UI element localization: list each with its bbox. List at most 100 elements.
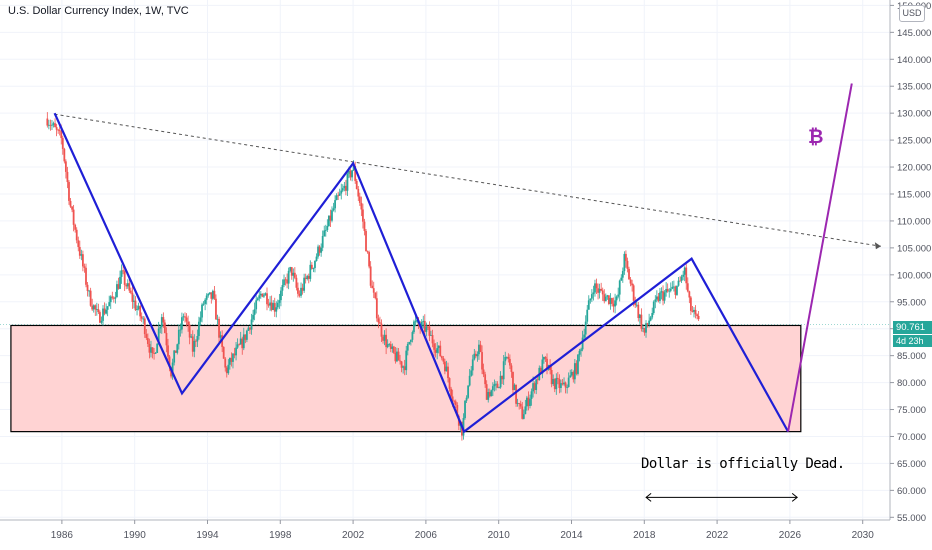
candle-body — [473, 353, 476, 360]
candle-body — [245, 330, 248, 340]
candle-body — [448, 378, 451, 389]
candle-body — [355, 180, 358, 190]
candle-body — [157, 328, 160, 344]
candle-body — [340, 190, 343, 194]
candle-body — [335, 195, 338, 201]
candle-body — [211, 290, 214, 299]
candle-body — [309, 264, 312, 279]
candle-body — [306, 275, 309, 280]
candle-body — [323, 230, 326, 237]
time-tick-label: 2026 — [779, 530, 802, 541]
candle-body — [592, 292, 595, 295]
candle-body — [360, 202, 363, 210]
candle-body — [369, 266, 372, 286]
candle-body — [49, 124, 52, 126]
candle-body — [660, 291, 663, 293]
candle-body — [501, 375, 504, 380]
candle-body — [371, 285, 374, 289]
candle-body — [482, 369, 485, 375]
candle-body — [57, 129, 60, 131]
candle-body — [666, 288, 669, 292]
candle-body — [431, 335, 434, 344]
candle-body — [290, 267, 293, 276]
candle-body — [379, 322, 381, 324]
candle-body — [507, 356, 510, 359]
candle-body — [570, 371, 573, 376]
candle-body — [128, 283, 131, 291]
last-price-label: 90.761 — [893, 321, 932, 334]
candle-body — [159, 326, 162, 329]
candle-body — [329, 215, 332, 221]
candle-body — [139, 306, 142, 317]
candle-body — [114, 297, 117, 299]
candle-body — [615, 296, 618, 301]
candle-body — [669, 288, 672, 291]
candle-body — [140, 316, 143, 319]
candle-body — [304, 277, 307, 280]
candle-body — [99, 312, 101, 323]
candle-body — [519, 403, 522, 407]
candle-body — [688, 291, 691, 298]
candle-body — [564, 382, 567, 388]
price-candles — [46, 112, 700, 441]
candle-body — [430, 335, 432, 336]
candle-body — [691, 310, 694, 312]
candle-body — [357, 189, 360, 197]
candle-body — [676, 285, 678, 295]
price-tick-label: 120.000 — [897, 163, 931, 174]
candle-body — [405, 350, 408, 371]
candle-body — [391, 346, 394, 349]
candle-body — [444, 361, 446, 372]
time-tick-label: 2006 — [415, 530, 438, 541]
candle-body — [142, 318, 145, 320]
candle-body — [521, 406, 524, 419]
candle-body — [235, 347, 237, 356]
trendline-arrowhead — [874, 242, 881, 250]
candle-body — [462, 418, 465, 436]
price-scale: 55.000 60.000 65.000 70.000 75.000 80.000 85.0… — [890, 1, 931, 524]
candle-body — [693, 309, 695, 312]
candle-body — [420, 321, 423, 328]
candle-body — [454, 401, 457, 405]
candle-body — [61, 138, 64, 149]
candle-body — [247, 327, 250, 331]
candle-body — [86, 284, 89, 291]
time-scale: 1986 1990 1994 1998 2002 2006 2010 2014 2018 2022… — [51, 520, 874, 541]
candle-body — [348, 170, 350, 174]
candle-body — [606, 295, 609, 297]
candle-body — [524, 406, 527, 415]
candle-body — [440, 356, 443, 359]
candle-body — [679, 280, 681, 282]
currency-button[interactable]: USD — [899, 5, 925, 22]
candle-body — [185, 317, 188, 322]
bitcoin-projection-line — [787, 83, 853, 432]
bar-countdown-label: 4d 23h — [893, 335, 932, 347]
candle-body — [193, 340, 196, 352]
candle-body — [561, 383, 564, 385]
candle-body — [572, 371, 575, 380]
candle-body — [409, 339, 412, 342]
candle-body — [640, 314, 643, 329]
candle-body — [154, 352, 157, 354]
candle-body — [612, 303, 615, 307]
candle-body — [617, 294, 620, 297]
candle-body — [213, 290, 216, 299]
candle-body — [428, 326, 431, 336]
candle-body — [383, 334, 386, 341]
candle-body — [324, 229, 327, 231]
candle-body — [100, 320, 103, 323]
candle-body — [82, 254, 84, 267]
candle-body — [116, 284, 118, 298]
candle-body — [642, 327, 644, 329]
candle-body — [58, 130, 61, 132]
candle-body — [293, 272, 296, 278]
candle-body — [479, 344, 482, 353]
candle-body — [242, 334, 245, 349]
candle-body — [307, 275, 310, 279]
candle-body — [60, 130, 63, 139]
candle-body — [672, 286, 675, 288]
chart-title: U.S. Dollar Currency Index, 1W, TVC — [8, 5, 189, 17]
price-tick-label: 80.000 — [897, 378, 926, 389]
candle-body — [126, 283, 129, 287]
